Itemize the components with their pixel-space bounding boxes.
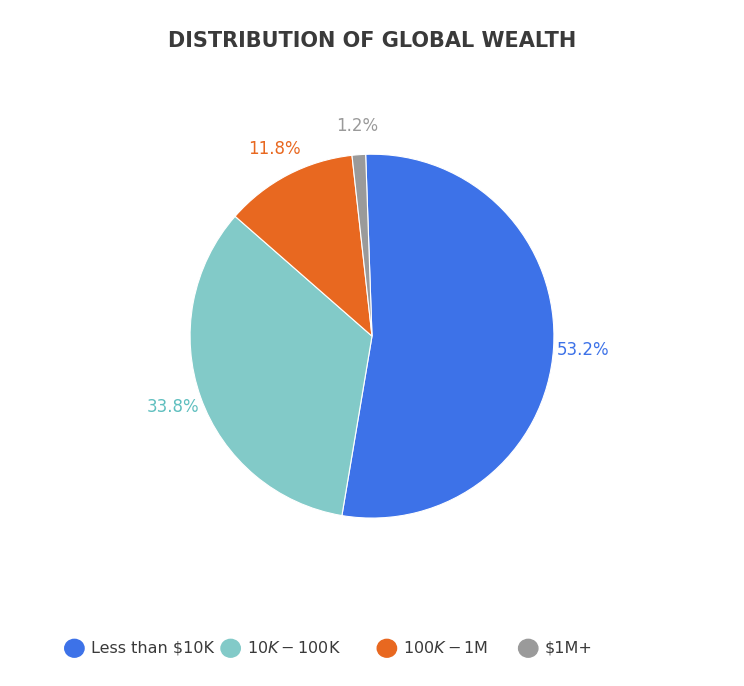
Text: 11.8%: 11.8% — [248, 140, 301, 158]
Text: $1M+: $1M+ — [545, 641, 592, 656]
Text: 33.8%: 33.8% — [147, 398, 199, 416]
Text: Less than $10K: Less than $10K — [91, 641, 214, 656]
Text: 1.2%: 1.2% — [336, 117, 378, 134]
Wedge shape — [235, 155, 372, 336]
Wedge shape — [352, 154, 372, 336]
Wedge shape — [190, 216, 372, 516]
Text: 53.2%: 53.2% — [557, 341, 609, 359]
Text: $10K-$100K: $10K-$100K — [247, 640, 341, 657]
Text: $100K-$1M: $100K-$1M — [403, 640, 488, 657]
Wedge shape — [342, 154, 554, 518]
Text: DISTRIBUTION OF GLOBAL WEALTH: DISTRIBUTION OF GLOBAL WEALTH — [168, 31, 576, 51]
